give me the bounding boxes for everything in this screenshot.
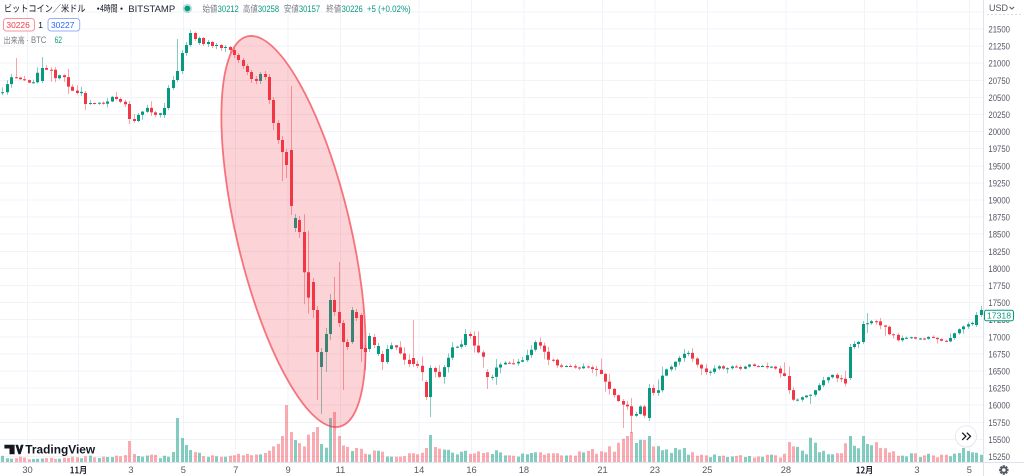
svg-text:18000: 18000 bbox=[988, 264, 1010, 274]
svg-text:30226: 30226 bbox=[6, 20, 30, 30]
svg-text:20250: 20250 bbox=[988, 110, 1010, 120]
svg-text:16750: 16750 bbox=[988, 349, 1010, 359]
svg-text:· BTC: · BTC bbox=[26, 35, 47, 45]
svg-text:21250: 21250 bbox=[988, 42, 1010, 52]
svg-text:21: 21 bbox=[597, 465, 607, 475]
svg-text:17750: 17750 bbox=[988, 281, 1010, 291]
svg-text:18: 18 bbox=[519, 465, 529, 475]
svg-text:30: 30 bbox=[22, 465, 32, 475]
svg-text:20750: 20750 bbox=[988, 76, 1010, 86]
svg-text:17500: 17500 bbox=[988, 298, 1010, 308]
svg-text:3: 3 bbox=[128, 465, 133, 475]
svg-text:20500: 20500 bbox=[988, 93, 1010, 103]
svg-text:5: 5 bbox=[967, 465, 972, 475]
svg-text:62: 62 bbox=[55, 35, 63, 45]
svg-text:23: 23 bbox=[650, 465, 660, 475]
svg-text:21500: 21500 bbox=[988, 25, 1010, 35]
svg-text:25: 25 bbox=[702, 465, 712, 475]
svg-text:30212: 30212 bbox=[218, 4, 239, 14]
svg-text:1: 1 bbox=[38, 20, 43, 30]
svg-text:28: 28 bbox=[781, 465, 791, 475]
svg-text:15750: 15750 bbox=[988, 418, 1010, 428]
svg-text:17000: 17000 bbox=[988, 332, 1010, 342]
svg-text:30226: 30226 bbox=[342, 4, 363, 14]
svg-text:19750: 19750 bbox=[988, 144, 1010, 154]
svg-text:30227: 30227 bbox=[51, 20, 75, 30]
svg-text:16: 16 bbox=[466, 465, 476, 475]
svg-text:19250: 19250 bbox=[988, 178, 1010, 188]
svg-text:19000: 19000 bbox=[988, 196, 1010, 206]
svg-text:11: 11 bbox=[336, 465, 346, 475]
svg-text:7: 7 bbox=[233, 465, 238, 475]
svg-text:18500: 18500 bbox=[988, 230, 1010, 240]
svg-text:16000: 16000 bbox=[988, 401, 1010, 411]
svg-text:18750: 18750 bbox=[988, 213, 1010, 223]
svg-text:30258: 30258 bbox=[258, 4, 279, 14]
svg-text:30157: 30157 bbox=[299, 4, 320, 14]
svg-text:17318: 17318 bbox=[987, 310, 1011, 320]
svg-text:21000: 21000 bbox=[988, 59, 1010, 69]
svg-text:TradingView: TradingView bbox=[25, 442, 96, 456]
svg-text:20000: 20000 bbox=[988, 127, 1010, 137]
svg-text:9: 9 bbox=[286, 465, 291, 475]
svg-text:14: 14 bbox=[414, 465, 424, 475]
svg-text:16250: 16250 bbox=[988, 384, 1010, 394]
svg-text:3: 3 bbox=[914, 465, 919, 475]
svg-text:USD: USD bbox=[989, 3, 1009, 13]
svg-text:15500: 15500 bbox=[988, 435, 1010, 445]
svg-text:5: 5 bbox=[181, 465, 186, 475]
svg-text:BITSTAMP: BITSTAMP bbox=[128, 3, 175, 14]
svg-text:+5 (+0.02%): +5 (+0.02%) bbox=[367, 4, 411, 14]
svg-text:16500: 16500 bbox=[988, 367, 1010, 377]
svg-text:19500: 19500 bbox=[988, 161, 1010, 171]
svg-text:15250: 15250 bbox=[988, 452, 1010, 462]
svg-text:18250: 18250 bbox=[988, 247, 1010, 257]
